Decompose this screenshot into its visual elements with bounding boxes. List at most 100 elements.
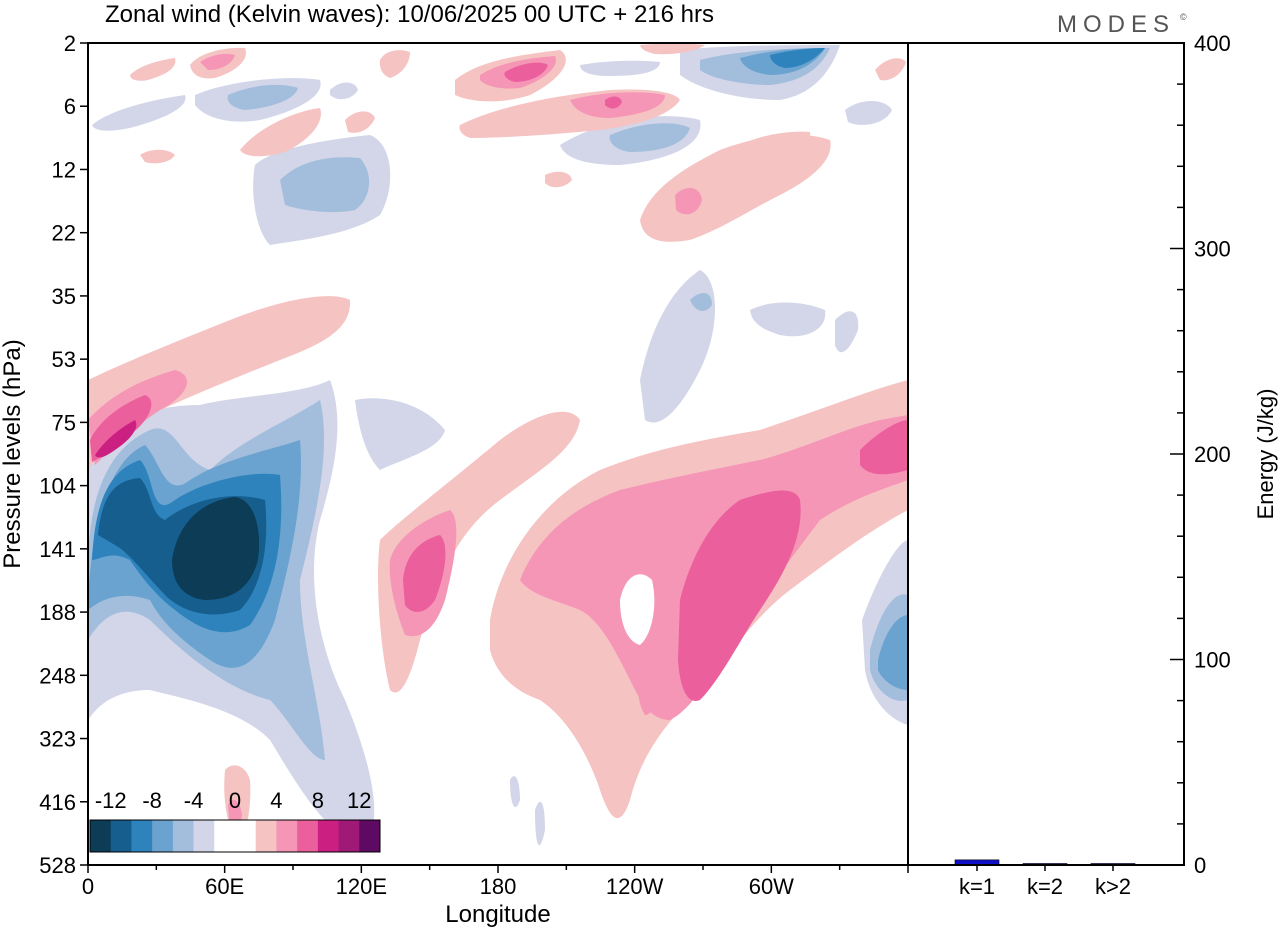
x-tick-label: 180	[480, 874, 517, 899]
contour-p2-42	[580, 513, 592, 554]
colorbar-labels: -12 -8 -4 0 4 8 12	[95, 788, 372, 813]
contour-nm1-20	[92, 95, 186, 131]
y-tick-label: 53	[52, 347, 76, 372]
y-tick-label: 188	[39, 600, 76, 625]
contour-nm1-9	[835, 311, 859, 353]
y-tick-label: 104	[39, 474, 76, 499]
contour-p1-56	[345, 111, 375, 133]
contour-p3-36	[403, 535, 446, 612]
y-tick-label: 6	[64, 94, 76, 119]
colorbar-swatch	[338, 820, 360, 852]
colorbar-swatch	[152, 820, 174, 852]
contour-p1-54	[130, 58, 176, 81]
contour-p1-59	[140, 149, 175, 164]
energy-tick-label: 400	[1194, 31, 1231, 56]
contour-nm2-22	[609, 123, 690, 152]
contour-p3-51	[605, 96, 622, 109]
contour-nm1-6	[355, 398, 445, 470]
contour-nm1-27	[580, 60, 660, 76]
contour-p1-61	[640, 43, 705, 55]
contour-nm1-15	[535, 801, 545, 846]
contour-nm1-8	[750, 302, 826, 337]
colorbar-label: 12	[347, 788, 371, 813]
longitude-axis: 0 60E 120E 180 120W 60W	[82, 865, 909, 899]
energy-category-label: k=1	[959, 874, 995, 899]
colorbar-swatch	[172, 820, 195, 852]
colorbar-swatch	[90, 820, 112, 852]
contour-nm1-29	[330, 82, 358, 100]
energy-axis-title: Energy (J/kg)	[1253, 389, 1278, 520]
contour-p2-53	[200, 53, 235, 70]
contour-p2-44	[675, 188, 702, 215]
brand-logo: MODES	[1057, 11, 1175, 38]
contour-p3-48	[504, 62, 548, 82]
y-tick-label: 22	[52, 221, 76, 246]
colorbar-swatch	[131, 820, 153, 852]
colorbar-label: -8	[142, 788, 162, 813]
y-tick-label: 416	[39, 790, 76, 815]
colorbar-swatch	[297, 820, 319, 852]
colorbar	[89, 819, 381, 853]
y-tick-label: 248	[39, 663, 76, 688]
contour-nm1-28	[845, 101, 892, 125]
colorbar-label: 8	[312, 788, 324, 813]
colorbar-swatch	[255, 820, 277, 852]
contour-p1-30	[88, 296, 351, 470]
contour-p1-45	[240, 108, 321, 157]
colorbar-swatch	[214, 820, 236, 852]
colorbar-swatch	[317, 820, 340, 852]
energy-tick-label: 300	[1194, 237, 1231, 262]
y-tick-label: 35	[52, 284, 76, 309]
x-tick-label: 60E	[205, 874, 244, 899]
pressure-axis: 2 6 12 22 35 53 75 104 141 188 248 323 416 528	[39, 31, 88, 878]
contour-nm1-14	[510, 776, 520, 808]
contour-p2-41	[637, 653, 661, 715]
heatmap-contours	[88, 43, 908, 846]
contour-p3-40	[860, 420, 908, 475]
y-tick-label: 141	[39, 537, 76, 562]
colorbar-label: 0	[229, 788, 241, 813]
contour-p1-58	[545, 171, 572, 188]
contour-zero-eye	[620, 574, 655, 645]
y-tick-label: 12	[52, 157, 76, 182]
colorbar-swatch	[359, 820, 381, 852]
plot-frame	[87, 42, 1185, 866]
x-tick-label: 120W	[606, 874, 664, 899]
colorbar-swatch	[235, 820, 257, 852]
contour-p1-57	[740, 131, 811, 159]
colorbar-swatch	[276, 820, 298, 852]
contour-nm4-26	[770, 48, 825, 68]
contour-p1-43	[640, 134, 831, 242]
colorbar-label: -12	[95, 788, 127, 813]
contour-p1-64	[700, 162, 716, 179]
colorbar-swatch	[110, 820, 132, 852]
energy-category-label: k=2	[1027, 874, 1063, 899]
contour-nm2-10	[690, 293, 712, 312]
brand-registered-mark: ©	[1180, 12, 1187, 22]
contour-p3-39	[678, 490, 801, 701]
contour-p1-60	[875, 58, 906, 81]
contour-nm6-5	[172, 497, 260, 600]
y-tick-label: 528	[39, 853, 76, 878]
energy-tick-label: 200	[1194, 442, 1231, 467]
x-tick-label: 120E	[336, 874, 387, 899]
energy-tick-label: 100	[1194, 648, 1231, 673]
x-axis-title: Longitude	[445, 901, 550, 928]
x-tick-label: 0	[82, 874, 94, 899]
contour-p4-33	[95, 420, 137, 458]
colorbar-label: -4	[184, 788, 204, 813]
energy-panel: 0 100 200 300 400 k=1 k=2 k>2	[954, 31, 1231, 899]
y-tick-label: 75	[52, 410, 76, 435]
contour-p1-55	[379, 50, 410, 78]
colorbar-frame	[89, 819, 381, 853]
contour-nm3-13	[878, 615, 908, 690]
energy-category-label: k>2	[1095, 874, 1131, 899]
contour-nm2-19	[227, 84, 298, 110]
contour-nm2-17	[280, 157, 370, 213]
chart-title: Zonal wind (Kelvin waves): 10/06/2025 00…	[105, 1, 714, 28]
y-tick-label: 2	[64, 31, 76, 56]
colorbar-label: 4	[270, 788, 282, 813]
y-tick-label: 323	[39, 727, 76, 752]
y-axis-title: Pressure levels (hPa)	[0, 339, 26, 568]
